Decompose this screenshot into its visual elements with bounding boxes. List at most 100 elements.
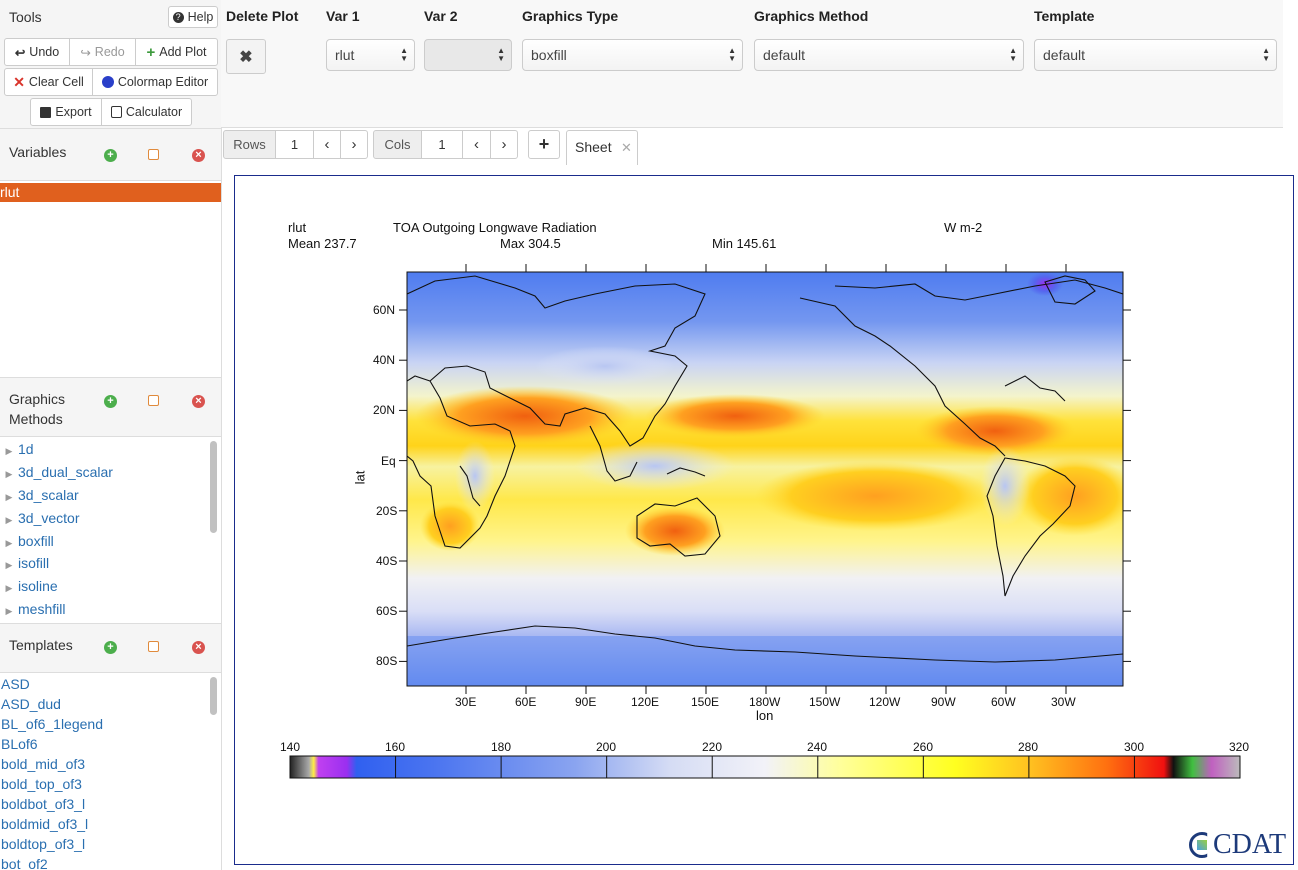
template-item[interactable]: bold_top_of3	[1, 776, 82, 792]
graphics-method-item[interactable]: ▶ meshfill	[0, 601, 66, 617]
colorbar-tick-label: 140	[280, 740, 301, 754]
tools-title: Tools	[9, 9, 42, 25]
remove-template-icon[interactable]: ×	[192, 641, 205, 654]
template-item[interactable]: boldbot_of3_l	[1, 796, 86, 812]
help-button[interactable]: ? Help	[168, 6, 218, 28]
calculator-button[interactable]: Calculator	[101, 98, 192, 126]
plus-icon: +	[538, 134, 550, 154]
graphics-method-select[interactable]: default ▲ ▼	[754, 39, 1024, 71]
updown-arrow-icon: ▲ ▼	[1009, 46, 1017, 63]
add-plot-label: Add Plot	[159, 45, 207, 59]
plot-config-bar: Delete Plot Var 1 Var 2 Graphics Type Gr…	[221, 0, 1283, 128]
delete-plot-button[interactable]: ✖	[226, 39, 266, 74]
rows-decrement-button[interactable]: ‹	[313, 130, 341, 159]
plot-canvas[interactable]: rlut TOA Outgoing Longwave Radiation W m…	[234, 175, 1294, 865]
var1-select[interactable]: rlut ▲ ▼	[326, 39, 415, 71]
floppy-disk-icon	[40, 106, 52, 118]
graphics-method-item[interactable]: ▶ boxfill	[0, 533, 54, 549]
graphics-type-select[interactable]: boxfill ▲ ▼	[522, 39, 743, 71]
graphics-methods-list: ▶ 1d ▶ 3d_dual_scalar ▶ 3d_scalar ▶ 3d_vecto…	[0, 437, 221, 623]
plot-long-name: TOA Outgoing Longwave Radiation	[393, 220, 597, 235]
tab-sheet[interactable]: Sheet ✕	[566, 130, 638, 165]
colorbar-tick-label: 240	[807, 740, 828, 754]
redo-icon: ↪	[80, 45, 91, 60]
chevron-right-icon: ▶	[5, 606, 13, 616]
variables-list: rlut	[0, 181, 221, 377]
redo-label: Redo	[94, 45, 125, 59]
template-item[interactable]: bold_mid_of3	[1, 756, 86, 772]
delete-plot-header: Delete Plot	[226, 8, 299, 24]
add-variable-icon[interactable]: +	[104, 149, 117, 162]
template-item[interactable]: BLof6	[1, 736, 38, 752]
colorbar-tick-label: 320	[1229, 740, 1250, 754]
colorbar-tick-label: 160	[385, 740, 406, 754]
lat-tick-label: 60S	[376, 604, 398, 618]
export-button[interactable]: Export	[30, 98, 102, 126]
chevron-right-icon: ›	[351, 136, 357, 153]
export-label: Export	[55, 105, 92, 119]
undo-button[interactable]: ↩ Undo	[4, 38, 70, 66]
lat-tick-label: 20S	[376, 504, 398, 518]
remove-graphics-method-icon[interactable]: ×	[192, 395, 205, 408]
template-item[interactable]: BL_of6_1legend	[1, 716, 103, 732]
graphics-methods-title: Graphics Methods	[9, 389, 65, 429]
olr-field	[407, 272, 1123, 686]
updown-arrow-icon: ▲ ▼	[1262, 46, 1270, 63]
rows-input[interactable]: 1	[275, 130, 314, 159]
variable-item-rlut[interactable]: rlut	[0, 183, 221, 202]
graphics-method-header: Graphics Method	[754, 8, 869, 24]
edit-template-icon[interactable]	[148, 641, 159, 652]
template-item[interactable]: ASD_dud	[1, 696, 61, 712]
add-sheet-button[interactable]: +	[528, 130, 560, 159]
template-item[interactable]: bot_of2	[1, 856, 48, 870]
graphics-methods-scrollbar[interactable]	[210, 441, 217, 533]
redo-button[interactable]: ↪ Redo	[69, 38, 136, 66]
add-graphics-method-icon[interactable]: +	[104, 395, 117, 408]
graphics-method-item[interactable]: ▶ 3d_vector	[0, 510, 80, 526]
close-tab-icon[interactable]: ✕	[621, 140, 632, 155]
edit-graphics-method-icon[interactable]	[148, 395, 159, 406]
add-template-icon[interactable]: +	[104, 641, 117, 654]
graphics-method-item[interactable]: ▶ 3d_scalar	[0, 487, 79, 503]
cols-input[interactable]: 1	[421, 130, 463, 159]
lat-tick-label: 40S	[376, 554, 398, 568]
coastlines	[407, 275, 1123, 663]
template-item[interactable]: boldtop_of3_l	[1, 836, 86, 852]
template-item[interactable]: boldmid_of3_l	[1, 816, 89, 832]
lon-tick-label: 120E	[631, 695, 660, 709]
graphics-type-value: boxfill	[531, 47, 567, 63]
updown-arrow-icon: ▲ ▼	[728, 46, 736, 63]
graphics-method-label: boxfill	[18, 533, 54, 549]
template-item[interactable]: ASD	[1, 676, 30, 692]
cols-increment-button[interactable]: ›	[490, 130, 518, 159]
colormap-editor-button[interactable]: Colormap Editor	[92, 68, 218, 96]
chevron-right-icon: ▶	[5, 492, 13, 502]
calculator-label: Calculator	[125, 105, 183, 119]
chevron-right-icon: ▶	[5, 560, 13, 570]
remove-variable-icon[interactable]: ×	[192, 149, 205, 162]
templates-list: ASD ASD_dud BL_of6_1legend BLof6 bold_mi…	[0, 673, 221, 870]
templates-scrollbar[interactable]	[210, 677, 217, 715]
plot-var-name: rlut	[288, 220, 307, 235]
colorbar-tick-label: 260	[913, 740, 934, 754]
graphics-method-item[interactable]: ▶ isofill	[0, 555, 50, 571]
variables-header: Variables + ×	[0, 128, 221, 181]
add-plot-button[interactable]: + Add Plot	[135, 38, 218, 66]
graphics-method-item[interactable]: ▶ 3d_dual_scalar	[0, 464, 113, 480]
edit-variable-icon[interactable]	[148, 149, 159, 160]
undo-icon: ↩	[14, 45, 26, 60]
rows-increment-button[interactable]: ›	[340, 130, 368, 159]
var2-select[interactable]: ▲ ▼	[424, 39, 512, 71]
lon-tick-label: 30E	[455, 695, 477, 709]
left-panel: Tools ? Help ↩ Undo ↪ Redo + Add Plot ✕ …	[0, 0, 222, 870]
close-icon: ✖	[239, 48, 253, 66]
clear-cell-button[interactable]: ✕ Clear Cell	[4, 68, 93, 96]
template-select[interactable]: default ▲ ▼	[1034, 39, 1277, 71]
cols-decrement-button[interactable]: ‹	[462, 130, 491, 159]
graphics-method-item[interactable]: ▶ 1d	[0, 441, 34, 457]
graphics-method-label: 3d_dual_scalar	[18, 464, 113, 480]
plot-units: W m-2	[944, 220, 983, 235]
graphics-method-item[interactable]: ▶ isoline	[0, 578, 58, 594]
lat-tick-label: 20N	[373, 403, 396, 417]
chevron-left-icon: ‹	[324, 136, 330, 153]
